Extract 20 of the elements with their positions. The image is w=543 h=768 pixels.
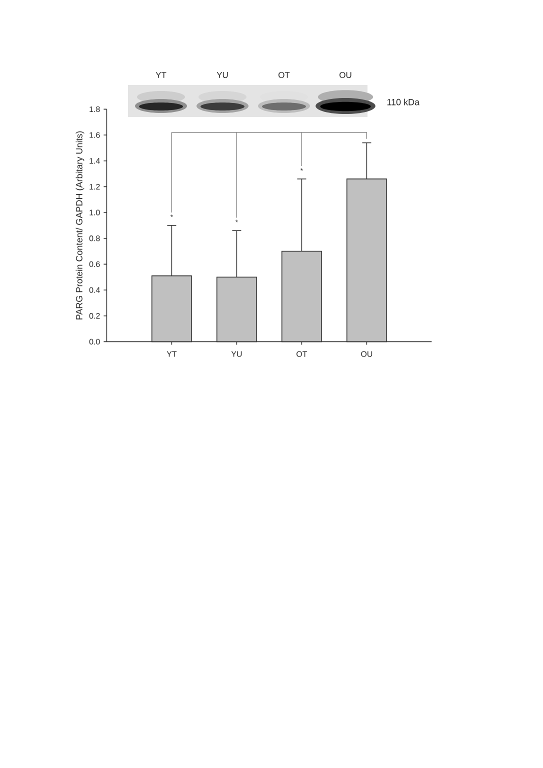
y-tick-label: 0.0 — [89, 338, 100, 345]
y-tick-label: 0.6 — [89, 261, 100, 268]
x-tick-label: YU — [231, 351, 242, 357]
x-tick-label: YT — [166, 351, 177, 357]
text: OU — [340, 72, 352, 78]
text: YU — [216, 72, 228, 78]
text: OT — [278, 72, 290, 78]
y-tick-label: 0.8 — [89, 236, 100, 242]
y-tick-label: 1.2 — [90, 184, 100, 190]
y-tick-label: 1.6 — [90, 132, 100, 138]
x-tick-label: OT — [296, 351, 308, 357]
text: YT — [156, 72, 166, 78]
y-tick-label: 0.4 — [89, 287, 100, 293]
x-tick-label: OU — [361, 351, 372, 357]
text: 110 kDa — [387, 98, 420, 106]
y-tick-label: 1.8 — [90, 106, 100, 112]
y-tick-label: 0.2 — [89, 313, 100, 319]
y-axis-title: PARG Protein Content/ GAPDH (Arbitary Units) — [76, 131, 84, 320]
y-tick-label: 1.0 — [90, 210, 100, 216]
y-tick-label: 1.4 — [90, 158, 100, 164]
